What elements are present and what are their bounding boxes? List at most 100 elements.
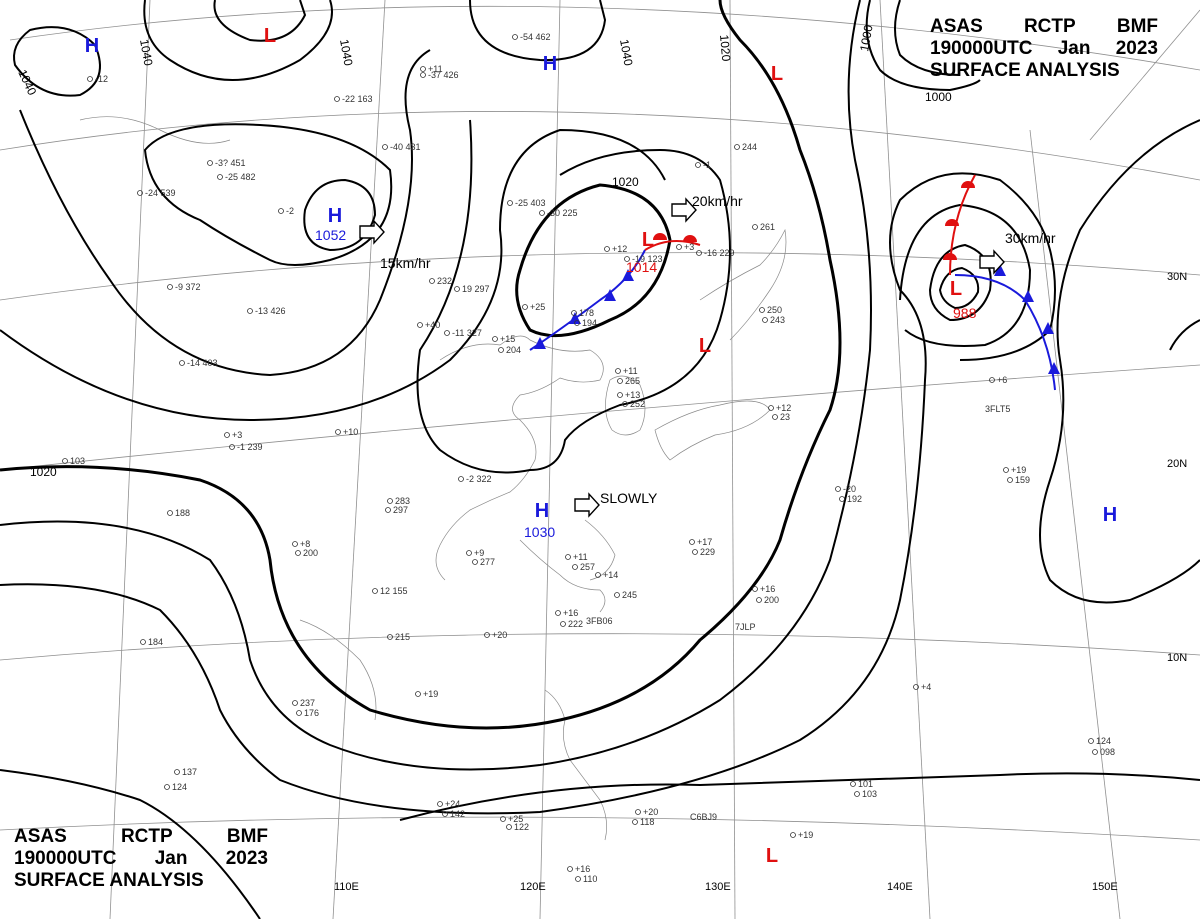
station-dot — [854, 791, 860, 797]
lon-label-130e: 130E — [705, 881, 731, 893]
station-dot — [229, 444, 235, 450]
station-dot — [696, 250, 702, 256]
lat-label-20n: 20N — [1167, 458, 1187, 470]
station-obs-label: -19 123 — [632, 254, 663, 264]
station-dot — [695, 162, 701, 168]
station-obs-label: +6 — [997, 375, 1007, 385]
station-obs-label: 122 — [514, 822, 529, 832]
station-dot — [1088, 738, 1094, 744]
station-dot — [555, 610, 561, 616]
isobar-label: 1000 — [925, 90, 952, 104]
station-obs-label: -54 462 — [520, 32, 551, 42]
motion-arrow-icon — [574, 492, 600, 518]
station-obs-label: -12 — [95, 74, 108, 84]
station-obs-label: 265 — [625, 376, 640, 386]
station-obs-label: +17 — [697, 537, 712, 547]
station-dot — [850, 781, 856, 787]
station-dot — [500, 816, 506, 822]
station-dot — [387, 634, 393, 640]
station-dot — [989, 377, 995, 383]
station-obs-label: +11 — [573, 552, 588, 562]
station-obs-label: -20 — [843, 484, 856, 494]
station-dot — [575, 876, 581, 882]
station-obs-label: -1 239 — [237, 442, 263, 452]
high-pressure-marker: H — [543, 53, 557, 75]
station-obs-label: 12 155 — [380, 586, 408, 596]
station-dot — [522, 304, 528, 310]
station-dot — [174, 769, 180, 775]
station-dot — [484, 632, 490, 638]
station-obs-label: +14 — [603, 570, 618, 580]
station-dot — [572, 564, 578, 570]
station-obs-label: 118 — [640, 817, 654, 827]
station-obs-label: 159 — [1015, 475, 1030, 485]
analysis-label: SURFACE ANALYSIS — [14, 870, 204, 891]
station-obs-label: -24 539 — [145, 188, 176, 198]
station-dot — [140, 639, 146, 645]
low-pressure-marker: L — [950, 278, 962, 300]
station-dot — [217, 174, 223, 180]
motion-labels: 15km/hr SLOWLY 20km/hr 30km/hr — [359, 193, 1056, 518]
station-obs-label: 176 — [304, 708, 319, 718]
station-obs-label: +20 — [492, 630, 507, 640]
station-dot — [762, 317, 768, 323]
motion-arrow-icon — [979, 249, 1005, 275]
station-obs-label: +12 — [612, 244, 627, 254]
low-pressure-marker: L — [642, 229, 654, 251]
station-obs-label: 250 — [767, 305, 782, 315]
station-dot — [458, 476, 464, 482]
station-obs-label: +19 — [423, 689, 438, 699]
station-dot — [622, 401, 628, 407]
station-dot — [676, 244, 682, 250]
station-dot — [1007, 477, 1013, 483]
station-dot — [420, 72, 426, 78]
agency-label: ASAS — [930, 16, 983, 37]
station-observations: -54 462+11-37 426-12-22 163-40 431-3? 45… — [62, 32, 1115, 884]
warm-front-semicircle — [653, 233, 667, 240]
station-dot — [560, 621, 566, 627]
station-obs-label: 252 — [630, 399, 645, 409]
station-dot — [632, 819, 638, 825]
station-obs-label: -13 426 — [255, 306, 286, 316]
station-dot — [752, 586, 758, 592]
station-obs-label: 229 — [700, 547, 715, 557]
station-dot — [417, 322, 423, 328]
station-dot — [387, 498, 393, 504]
station-obs-label: +10 — [343, 427, 358, 437]
low-pressure-marker: L — [771, 63, 783, 85]
cold-front-triangle — [1042, 322, 1054, 334]
station-dot — [335, 429, 341, 435]
station-dot — [689, 539, 695, 545]
station-dot — [539, 210, 545, 216]
station-obs-label: +15 — [500, 334, 515, 344]
cold-front-triangle — [604, 289, 616, 301]
station-dot — [385, 507, 391, 513]
station-obs-label: 188 — [175, 508, 190, 518]
station-dot — [752, 224, 758, 230]
station-obs-label: -11 327 — [452, 328, 482, 338]
station-obs-label: 277 — [480, 557, 495, 567]
motion-arrow-icon — [359, 219, 385, 245]
station-dot — [913, 684, 919, 690]
isobar-label: 1040 — [137, 38, 155, 67]
station-dot — [571, 310, 577, 316]
station-dot — [756, 597, 762, 603]
motion-arrow-icon — [671, 197, 697, 223]
station-obs-label: 261 — [760, 222, 775, 232]
station-obs-label: +3 — [232, 430, 242, 440]
station-obs-label: 257 — [580, 562, 595, 572]
station-dot — [617, 392, 623, 398]
isobar-label: 1020 — [30, 465, 57, 479]
isobar-label: 1000 — [857, 23, 875, 52]
isobar-label: 1040 — [337, 38, 355, 67]
isobar-label: 1020 — [612, 175, 639, 189]
cold-front-triangle — [994, 264, 1006, 276]
station-dot — [372, 588, 378, 594]
station-obs-label: -40 431 — [390, 142, 421, 152]
high-pressure-marker: H — [535, 500, 549, 522]
station-dot — [382, 144, 388, 150]
warm-front-semicircle — [961, 181, 975, 188]
station-obs-label: -14 403 — [187, 358, 218, 368]
